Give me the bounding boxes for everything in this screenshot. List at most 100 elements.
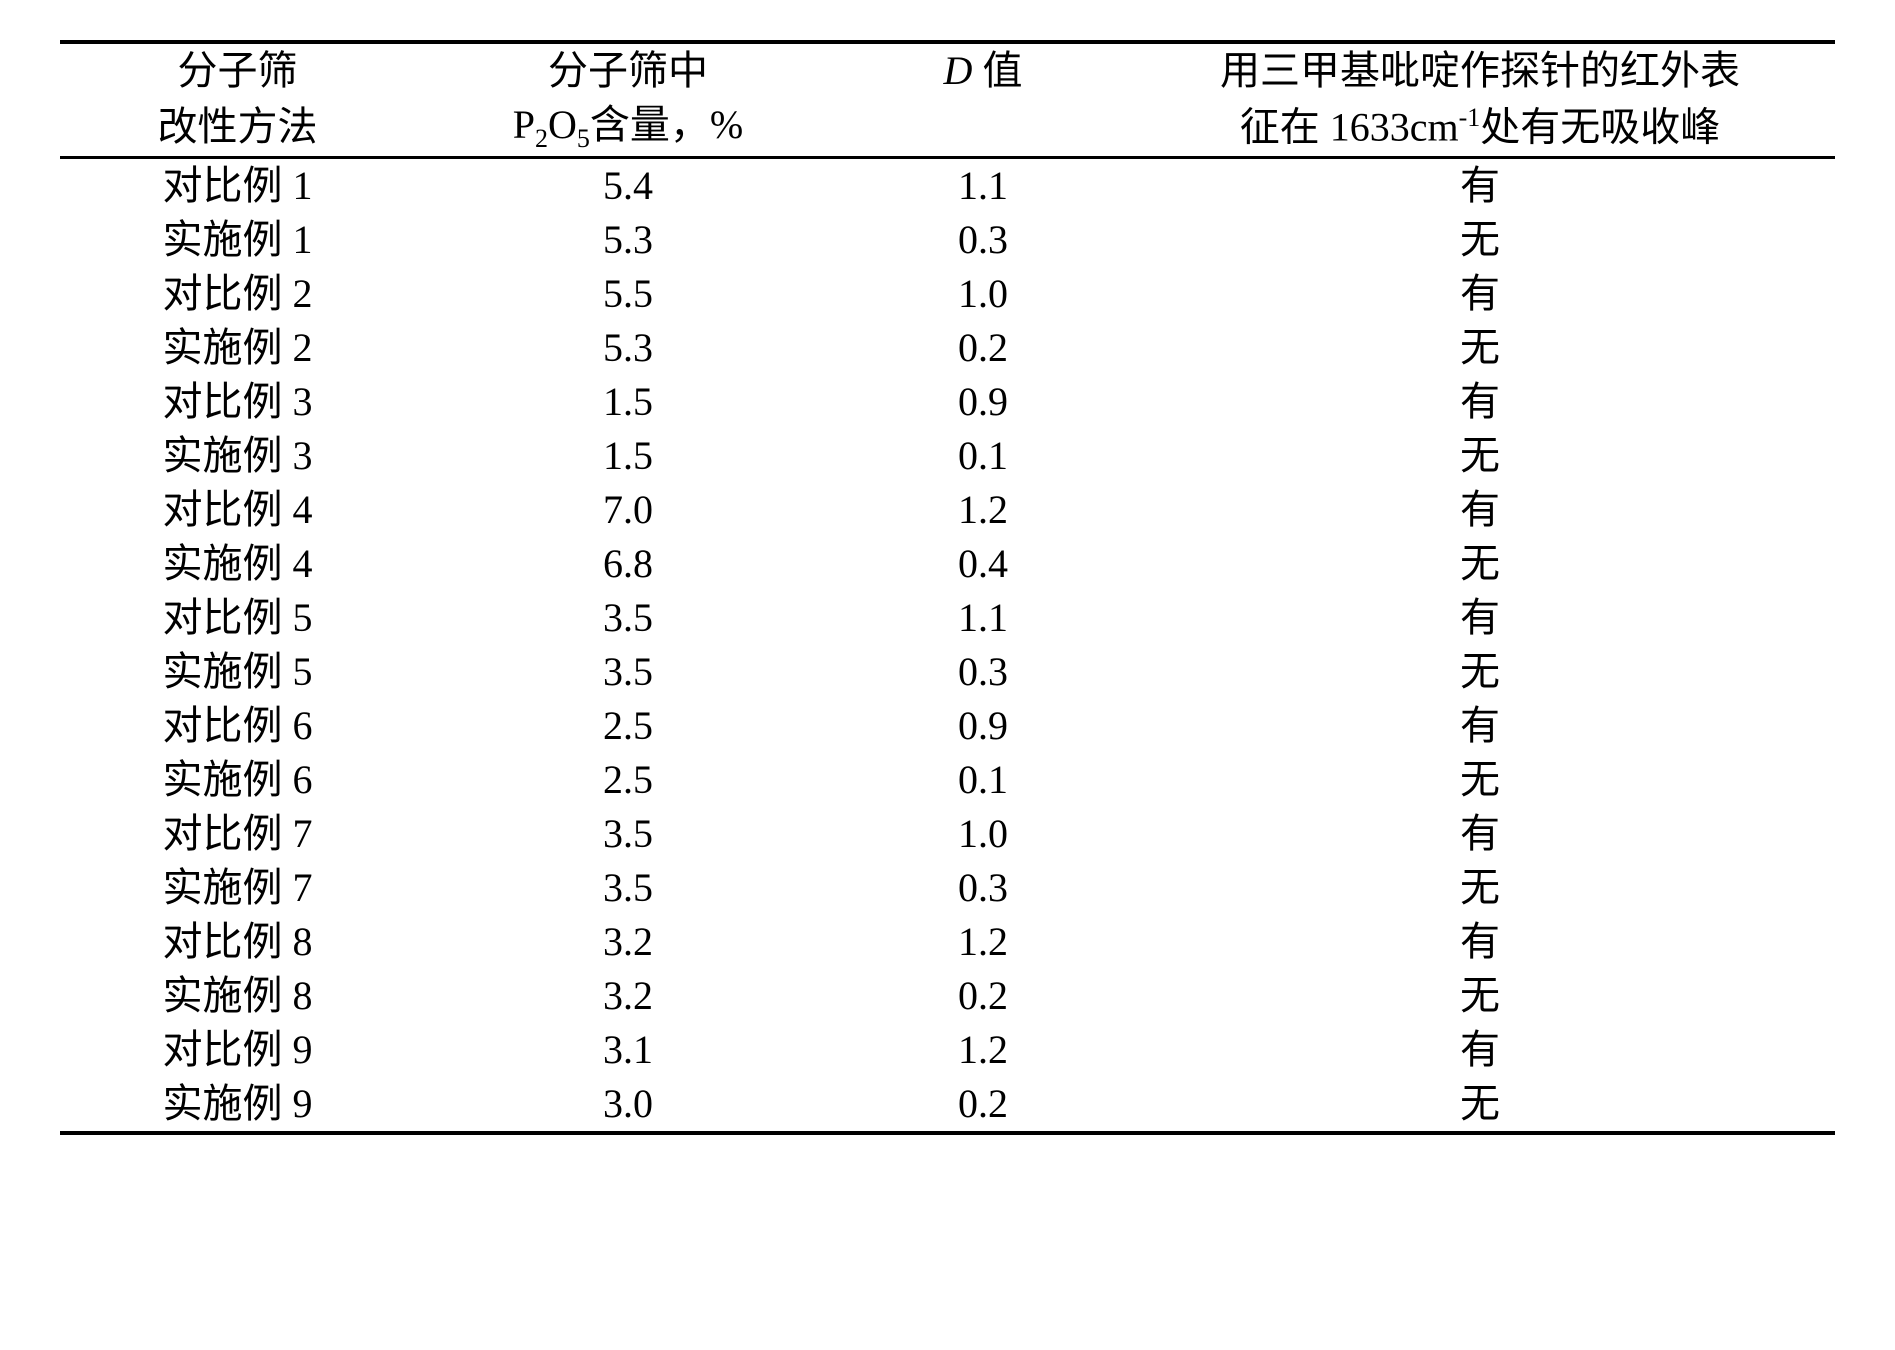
cell-ir: 有	[1125, 807, 1835, 861]
cell-method: 对比例 1	[60, 158, 415, 214]
cell-p2o5: 3.2	[415, 915, 841, 969]
cell-dvalue: 0.9	[841, 375, 1125, 429]
cell-dvalue: 0.4	[841, 537, 1125, 591]
cell-method: 对比例 9	[60, 1023, 415, 1077]
cell-method: 实施例 9	[60, 1077, 415, 1133]
hdr-p2o5-post: 含量，%	[590, 102, 743, 147]
hdr-dvalue: D 值	[841, 42, 1125, 98]
cell-ir: 无	[1125, 861, 1835, 915]
cell-method: 对比例 2	[60, 267, 415, 321]
cell-method: 对比例 7	[60, 807, 415, 861]
table-row: 对比例 62.50.9有	[60, 699, 1835, 753]
table-row: 实施例 46.80.4无	[60, 537, 1835, 591]
cell-p2o5: 1.5	[415, 375, 841, 429]
cell-dvalue: 0.3	[841, 861, 1125, 915]
cell-ir: 无	[1125, 753, 1835, 807]
cell-method: 实施例 1	[60, 213, 415, 267]
cell-method: 实施例 5	[60, 645, 415, 699]
cell-dvalue: 0.3	[841, 213, 1125, 267]
cell-dvalue: 1.2	[841, 1023, 1125, 1077]
cell-dvalue: 0.2	[841, 969, 1125, 1023]
cell-dvalue: 0.3	[841, 645, 1125, 699]
cell-ir: 有	[1125, 1023, 1835, 1077]
hdr-p2o5-l1: 分子筛中	[415, 42, 841, 98]
cell-method: 对比例 6	[60, 699, 415, 753]
table-row: 对比例 31.50.9有	[60, 375, 1835, 429]
cell-dvalue: 0.2	[841, 321, 1125, 375]
hdr-p2o5-P: P	[513, 102, 535, 147]
hdr-method-l1: 分子筛	[60, 42, 415, 98]
cell-p2o5: 5.5	[415, 267, 841, 321]
hdr-p2o5-sub2: 5	[577, 124, 590, 153]
cell-dvalue: 1.1	[841, 158, 1125, 214]
table-row: 对比例 53.51.1有	[60, 591, 1835, 645]
cell-ir: 有	[1125, 915, 1835, 969]
table-row: 实施例 15.30.3无	[60, 213, 1835, 267]
cell-method: 实施例 8	[60, 969, 415, 1023]
cell-p2o5: 3.5	[415, 645, 841, 699]
cell-dvalue: 1.0	[841, 267, 1125, 321]
cell-dvalue: 0.2	[841, 1077, 1125, 1133]
table-row: 实施例 53.50.3无	[60, 645, 1835, 699]
cell-p2o5: 3.5	[415, 861, 841, 915]
table-row: 对比例 83.21.2有	[60, 915, 1835, 969]
cell-p2o5: 2.5	[415, 699, 841, 753]
cell-p2o5: 3.1	[415, 1023, 841, 1077]
hdr-ir-sup: -1	[1459, 103, 1481, 132]
cell-ir: 无	[1125, 537, 1835, 591]
cell-ir: 有	[1125, 375, 1835, 429]
cell-p2o5: 3.5	[415, 591, 841, 645]
hdr-method-l2: 改性方法	[60, 98, 415, 158]
cell-ir: 有	[1125, 699, 1835, 753]
page: 分子筛 分子筛中 D 值 用三甲基吡啶作探针的红外表 改性方法 P2O5含量，%…	[0, 0, 1895, 1175]
cell-p2o5: 3.0	[415, 1077, 841, 1133]
hdr-ir-pre: 征在 1633cm	[1240, 104, 1459, 149]
cell-dvalue: 1.1	[841, 591, 1125, 645]
cell-p2o5: 6.8	[415, 537, 841, 591]
data-table: 分子筛 分子筛中 D 值 用三甲基吡啶作探针的红外表 改性方法 P2O5含量，%…	[60, 40, 1835, 1135]
cell-ir: 无	[1125, 645, 1835, 699]
cell-ir: 无	[1125, 1077, 1835, 1133]
table-row: 对比例 93.11.2有	[60, 1023, 1835, 1077]
table-row: 实施例 62.50.1无	[60, 753, 1835, 807]
cell-p2o5: 3.2	[415, 969, 841, 1023]
cell-ir: 无	[1125, 321, 1835, 375]
cell-p2o5: 3.5	[415, 807, 841, 861]
table-row: 对比例 15.41.1有	[60, 158, 1835, 214]
cell-method: 实施例 6	[60, 753, 415, 807]
hdr-dvalue-post: 值	[972, 48, 1022, 93]
cell-p2o5: 7.0	[415, 483, 841, 537]
table-body: 对比例 15.41.1有实施例 15.30.3无对比例 25.51.0有实施例 …	[60, 158, 1835, 1134]
cell-p2o5: 5.3	[415, 213, 841, 267]
cell-method: 对比例 8	[60, 915, 415, 969]
cell-ir: 无	[1125, 969, 1835, 1023]
cell-p2o5: 5.4	[415, 158, 841, 214]
hdr-ir-post: 处有无吸收峰	[1480, 104, 1720, 149]
table-header-row-2: 改性方法 P2O5含量，% 征在 1633cm-1处有无吸收峰	[60, 98, 1835, 158]
table-row: 实施例 93.00.2无	[60, 1077, 1835, 1133]
cell-method: 实施例 7	[60, 861, 415, 915]
table-row: 对比例 25.51.0有	[60, 267, 1835, 321]
cell-p2o5: 5.3	[415, 321, 841, 375]
cell-dvalue: 0.9	[841, 699, 1125, 753]
table-row: 实施例 73.50.3无	[60, 861, 1835, 915]
cell-method: 实施例 4	[60, 537, 415, 591]
table-row: 对比例 47.01.2有	[60, 483, 1835, 537]
cell-ir: 有	[1125, 483, 1835, 537]
hdr-p2o5-l2: P2O5含量，%	[415, 98, 841, 158]
hdr-ir-l1: 用三甲基吡啶作探针的红外表	[1125, 42, 1835, 98]
cell-method: 对比例 3	[60, 375, 415, 429]
cell-p2o5: 2.5	[415, 753, 841, 807]
cell-ir: 无	[1125, 429, 1835, 483]
cell-p2o5: 1.5	[415, 429, 841, 483]
table-row: 实施例 31.50.1无	[60, 429, 1835, 483]
cell-method: 对比例 4	[60, 483, 415, 537]
table-header-row-1: 分子筛 分子筛中 D 值 用三甲基吡啶作探针的红外表	[60, 42, 1835, 98]
cell-dvalue: 1.2	[841, 483, 1125, 537]
cell-ir: 有	[1125, 591, 1835, 645]
cell-dvalue: 0.1	[841, 753, 1125, 807]
hdr-dvalue-it: D	[944, 48, 973, 93]
cell-method: 实施例 3	[60, 429, 415, 483]
cell-dvalue: 1.2	[841, 915, 1125, 969]
table-row: 实施例 25.30.2无	[60, 321, 1835, 375]
